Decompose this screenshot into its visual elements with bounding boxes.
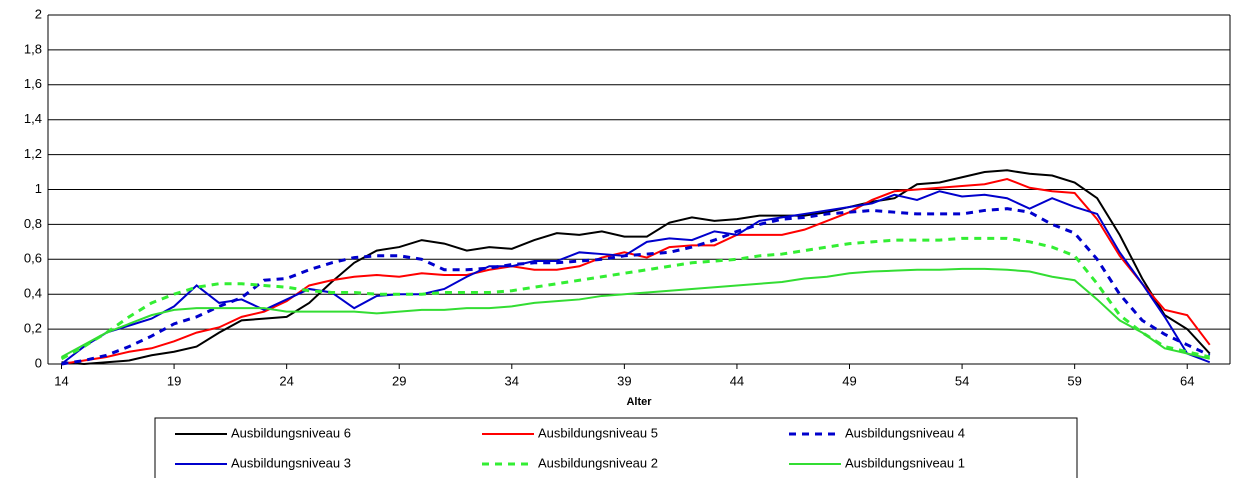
y-tick-label: 1,2 [24,146,42,161]
legend-label: Ausbildungsniveau 1 [845,455,965,470]
legend-label: Ausbildungsniveau 5 [538,425,658,440]
y-tick-label: 2 [35,6,42,21]
series-line [60,236,1211,361]
x-tick-label: 34 [505,373,519,388]
x-tick-label: 24 [279,373,293,388]
x-tick-label: 49 [842,373,856,388]
series-line [60,190,1211,365]
x-tick-label: 44 [730,373,744,388]
x-tick-label: 14 [54,373,68,388]
x-tick-label: 39 [617,373,631,388]
x-tick-label: 54 [955,373,969,388]
y-tick-label: 0,8 [24,216,42,231]
y-tick-label: 0 [35,355,42,370]
y-tick-label: 1,8 [24,41,42,56]
x-tick-label: 19 [167,373,181,388]
legend-label: Ausbildungsniveau 2 [538,455,658,470]
legend-label: Ausbildungsniveau 4 [845,425,965,440]
y-tick-label: 0,4 [24,286,42,301]
x-axis-title: Alter [626,396,652,408]
y-tick-label: 1 [35,181,42,196]
series-line [61,169,1211,366]
y-tick-label: 0,6 [24,251,42,266]
x-tick-label: 59 [1067,373,1081,388]
x-tick-label: 29 [392,373,406,388]
series-line [61,207,1211,366]
y-tick-label: 1,4 [24,111,42,126]
y-tick-label: 0,2 [24,321,42,336]
legend-label: Ausbildungsniveau 3 [231,455,351,470]
y-tick-label: 1,6 [24,76,42,91]
series-line [61,177,1211,365]
legend-label: Ausbildungsniveau 6 [231,425,351,440]
series-line [61,267,1210,360]
x-tick-label: 64 [1180,373,1194,388]
